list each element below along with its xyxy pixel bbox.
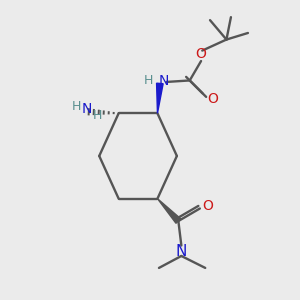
Polygon shape [158,199,181,223]
Text: O: O [202,199,213,212]
Text: H: H [93,109,102,122]
Text: N: N [81,102,92,116]
Text: O: O [195,47,206,61]
Text: O: O [207,92,218,106]
Text: N: N [158,74,169,88]
Polygon shape [157,83,163,113]
Text: N: N [176,244,187,259]
Text: H: H [144,74,153,87]
Text: H: H [72,100,81,113]
